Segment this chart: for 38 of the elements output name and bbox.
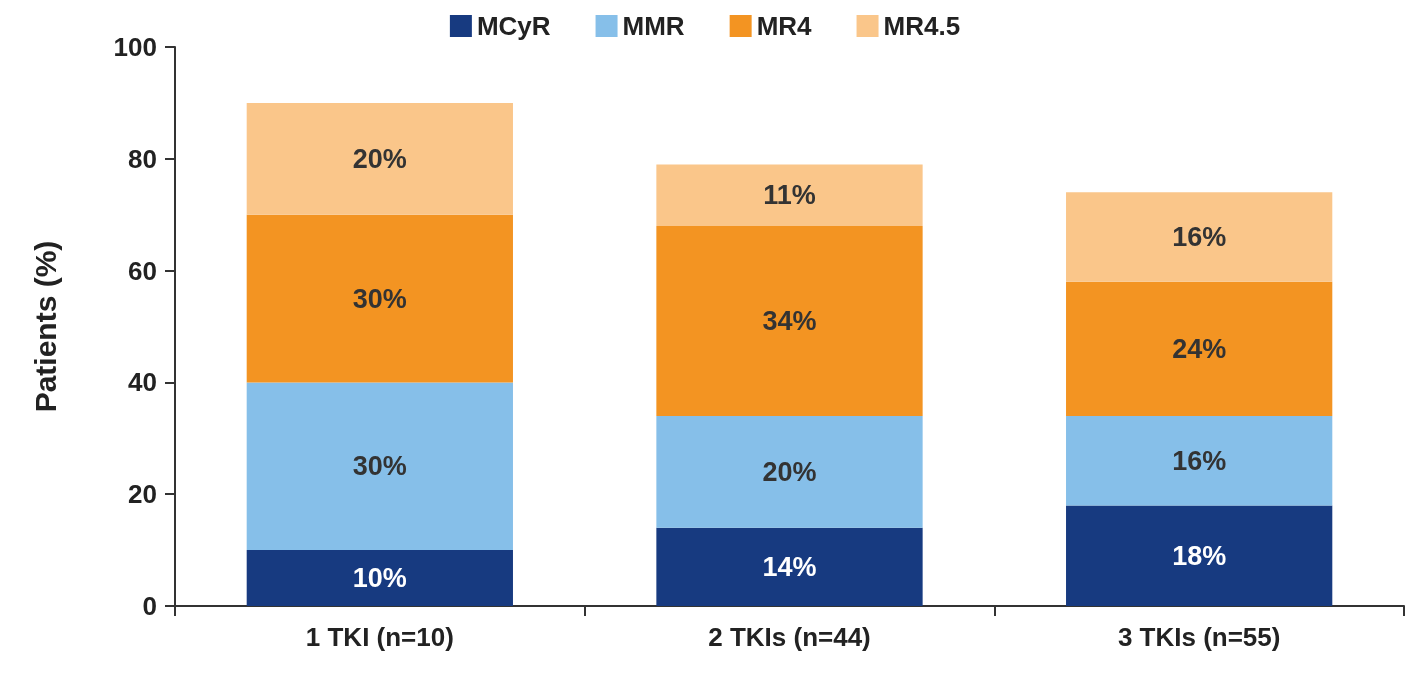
bar (246, 382, 513, 551)
bar (656, 527, 923, 606)
bar (246, 214, 513, 383)
data-label: 11% (763, 180, 816, 211)
data-label: 30% (352, 451, 407, 482)
data-label: 20% (762, 456, 817, 487)
legend-label: MMR (622, 11, 685, 41)
x-tick-label: 3 TKIs (n=55) (1117, 622, 1281, 652)
bar (656, 225, 923, 416)
data-label: 30% (352, 283, 407, 314)
bar (246, 102, 513, 215)
data-label: 16% (1172, 222, 1227, 253)
legend-label: MCyR (476, 11, 551, 41)
y-tick-label: 40 (128, 367, 157, 398)
legend-label: MR4 (756, 11, 813, 41)
x-tick-label: 2 TKIs (n=44) (708, 622, 871, 652)
y-axis-title: Patients (%) (28, 240, 62, 413)
bar (1066, 192, 1333, 282)
data-label: 14% (762, 551, 817, 582)
data-label: 16% (1172, 445, 1227, 476)
y-tick-label: 20 (128, 479, 157, 510)
y-tick-label: 80 (128, 143, 157, 174)
data-label: 34% (762, 305, 817, 336)
data-label: 10% (352, 563, 407, 594)
y-tick-label: 60 (128, 255, 157, 286)
bar (246, 550, 513, 606)
data-label: 20% (352, 143, 407, 174)
bar (656, 164, 923, 226)
bar (1066, 281, 1333, 416)
y-tick-label: 100 (113, 32, 157, 62)
data-label: 24% (1172, 333, 1227, 364)
bar (656, 415, 923, 528)
legend-label: MR4.5 (883, 11, 961, 41)
x-tick-label: 1 TKI (n=10) (305, 622, 454, 652)
data-label: 18% (1172, 540, 1227, 571)
y-tick-label: 0 (142, 591, 157, 621)
bar (1066, 415, 1333, 506)
bar (1066, 505, 1333, 606)
